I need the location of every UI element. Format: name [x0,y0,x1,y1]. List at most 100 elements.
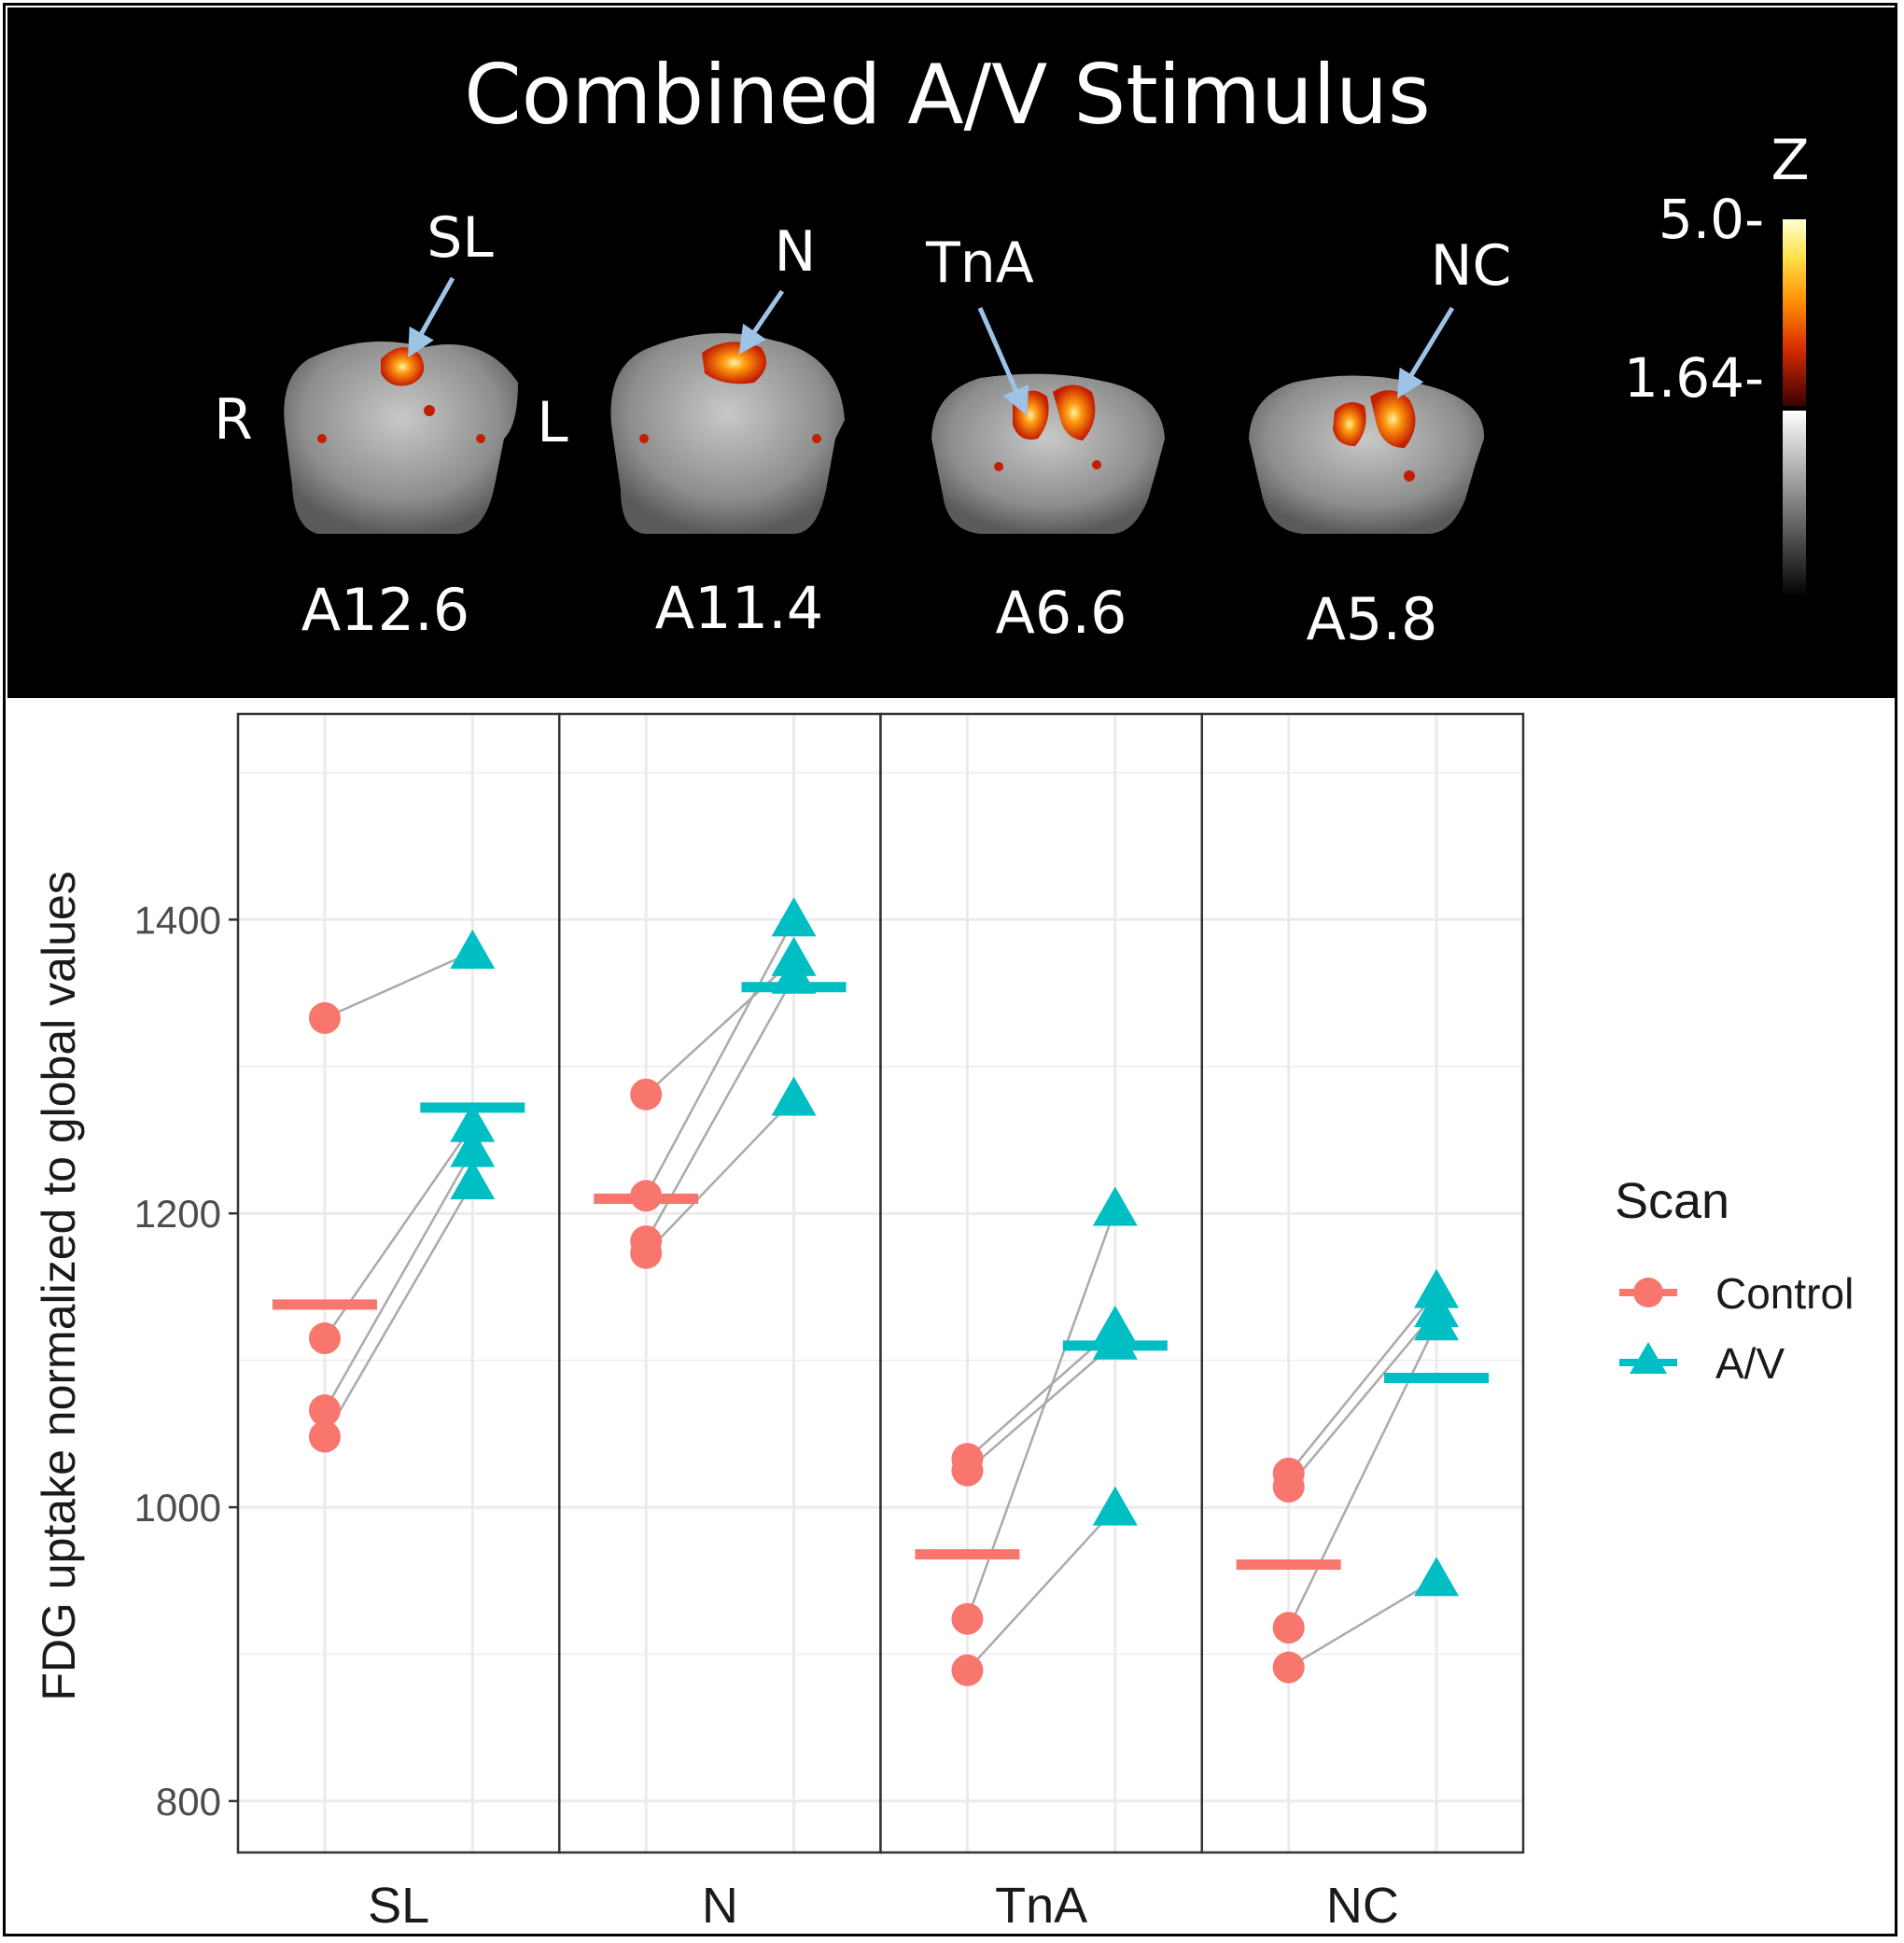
x-tick-label: SL [368,1878,429,1934]
data-point-control [1272,1471,1305,1503]
data-point-av [1092,1186,1138,1226]
orientation-label-left-hemisphere: L [537,390,568,455]
facet-panel-tna [880,714,1202,1852]
facet-panel-n [559,714,881,1852]
x-tick-label: N [702,1878,738,1934]
slice-coordinate: A5.8 [1306,585,1437,653]
slice-coordinate: A12.6 [301,576,469,644]
pair-line [966,1507,1116,1671]
brain-slice-image [284,341,518,534]
activation-spot [1404,470,1415,482]
region-label-nc: NC [1431,233,1512,299]
slice-coordinate: A11.4 [655,574,823,642]
legend: Scan Control A/V [1615,1173,1854,1388]
colorbar-hot-scale [1783,219,1806,406]
colorbar-title: Z [1771,128,1809,193]
pair-line [1287,1290,1438,1475]
region-arrow [1396,306,1455,399]
data-point-av [771,954,817,994]
data-point-av [450,1127,496,1167]
y-tick-label: 1200 [134,1192,221,1236]
data-point-control [308,1420,341,1453]
data-point-control [308,1394,341,1427]
figure-title: Combined A/V Stimulus [464,47,1430,143]
data-point-av [1414,1557,1460,1597]
activation-spot [317,434,327,443]
y-tick-label: 1400 [134,898,221,942]
pair-line [324,950,473,1019]
brain-slice-image [610,333,845,534]
activation-spot [1092,460,1101,469]
data-point-control [630,1180,663,1212]
y-tick-label: 1000 [134,1486,221,1530]
activation-spot [476,434,485,443]
data-point-av [1414,1301,1460,1341]
pair-line [323,1181,474,1438]
data-point-control [308,1001,341,1034]
pair-line [966,1341,1116,1472]
activation-spot [424,405,435,416]
pair-line [1288,1578,1437,1669]
legend-label-control: Control [1715,1269,1854,1318]
region-label-sl: SL [427,205,494,271]
facet-panel-sl [238,714,560,1852]
legend-title: Scan [1615,1173,1729,1229]
data-point-control [951,1602,984,1635]
x-tick-label: TnA [995,1878,1087,1934]
activation-blob [1370,390,1416,448]
activation-spot [639,434,649,443]
data-point-control [630,1237,663,1269]
activation-spot [812,434,821,443]
data-point-control [951,1454,984,1487]
data-point-control [951,1654,984,1686]
data-point-av [450,1102,496,1142]
brain-slice-n: N A11.4 [610,219,845,642]
brain-slice-image [931,373,1165,534]
region-label-tna: TnA [925,231,1034,296]
figure-border [3,3,1897,1936]
facet-panel-nc [1201,714,1523,1852]
data-point-av [771,1076,817,1116]
data-point-av [1092,1486,1138,1526]
data-point-av [450,1160,496,1200]
data-point-av [1092,1320,1138,1360]
activation-blob [1333,402,1366,446]
brain-slice-sl: SL A12.6 [284,205,518,644]
legend-key-control [1619,1278,1677,1307]
legend-label-av: A/V [1715,1339,1785,1388]
data-point-control [1272,1612,1305,1644]
data-point-control [308,1322,341,1355]
x-tick-label: NC [1326,1878,1399,1934]
data-point-av [450,930,496,970]
activation-spot [994,462,1003,471]
pair-line [645,958,795,1096]
brain-slice-tna: TnA A6.6 [925,231,1165,647]
pair-line [645,918,795,1196]
brain-slice-nc: NC A5.8 [1249,233,1511,653]
pair-line [323,1149,474,1411]
data-point-av [771,897,817,937]
colorbar-threshold-label: 1.64- [1624,346,1764,410]
pair-line [1287,1309,1438,1488]
data-point-control [630,1078,663,1111]
pair-line [645,1097,795,1254]
slice-coordinate: A6.6 [995,579,1127,647]
colorbar: Z 5.0- 1.64- [1624,128,1810,597]
region-arrow [408,276,455,358]
brain-panel-background [7,7,1897,698]
data-point-control [1272,1651,1305,1684]
orientation-label-right-hemisphere: R [214,387,253,453]
chart-area: SL N TnA NC 800 1000 1200 1400 [134,712,1525,1934]
legend-key-av [1619,1342,1677,1374]
y-tick-label: 800 [156,1780,221,1824]
colorbar-gray-scale [1783,411,1806,597]
activation-blob [1053,384,1096,440]
brain-slice-image [1249,375,1485,534]
region-arrow [738,289,785,355]
region-label-n: N [775,219,817,285]
colorbar-max-label: 5.0- [1659,188,1764,251]
facet-border [1200,712,1525,1854]
y-axis-label: FDG uptake normalized to global values [33,871,85,1700]
region-arrow [977,307,1029,416]
